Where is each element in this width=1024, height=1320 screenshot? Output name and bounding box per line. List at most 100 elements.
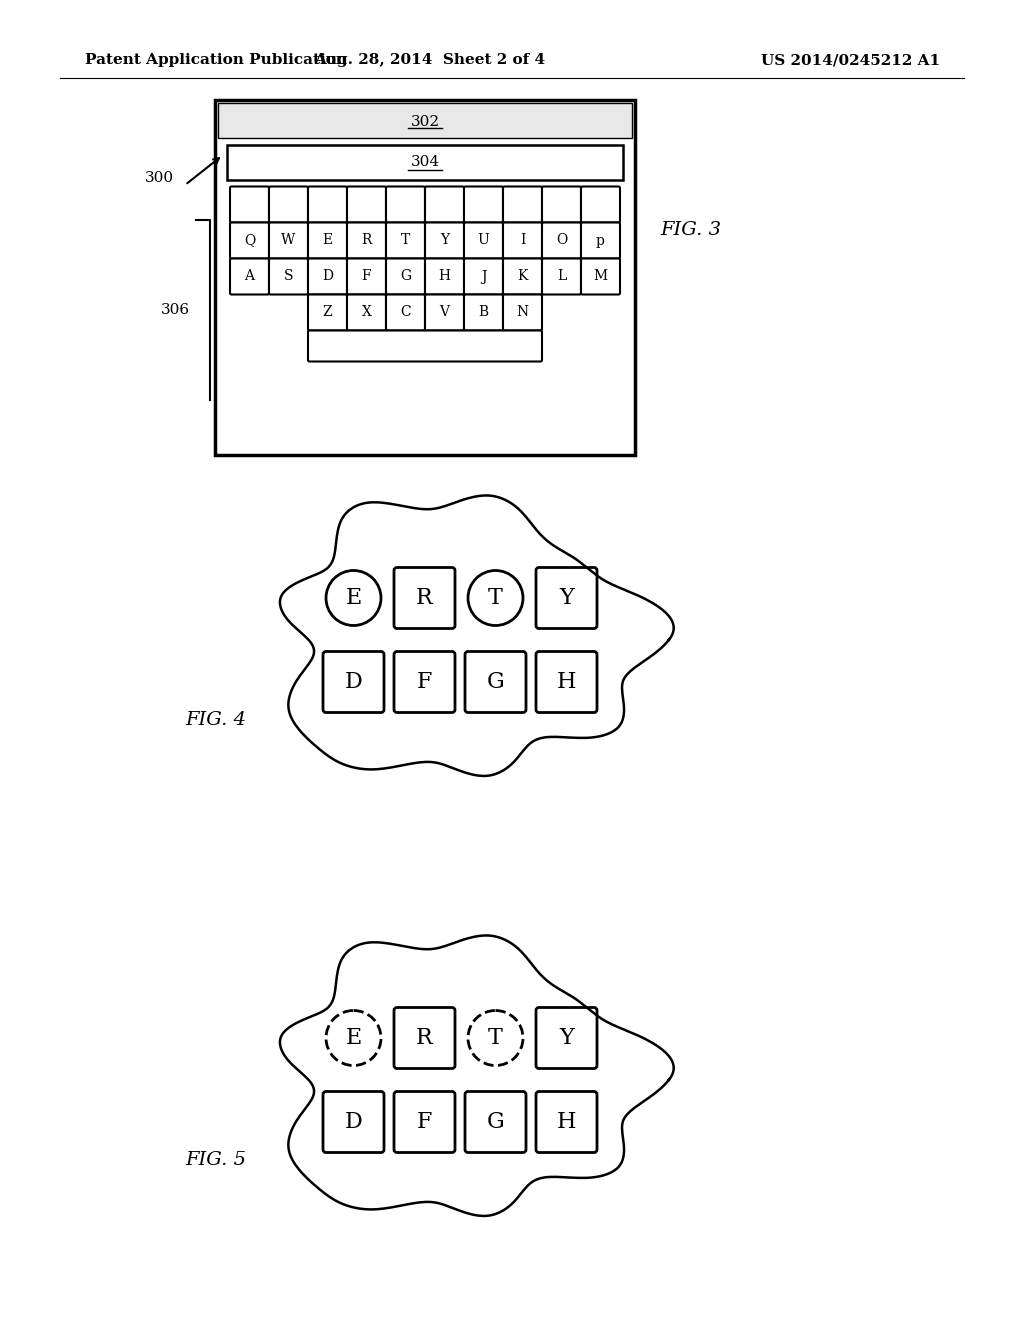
Text: E: E — [345, 1027, 361, 1049]
Text: FIG. 3: FIG. 3 — [660, 220, 721, 239]
Text: N: N — [516, 305, 528, 319]
FancyBboxPatch shape — [269, 223, 308, 259]
FancyBboxPatch shape — [536, 1007, 597, 1068]
FancyBboxPatch shape — [347, 186, 386, 223]
FancyBboxPatch shape — [394, 568, 455, 628]
Text: p: p — [596, 234, 605, 248]
FancyBboxPatch shape — [465, 1092, 526, 1152]
FancyBboxPatch shape — [347, 259, 386, 294]
FancyBboxPatch shape — [347, 294, 386, 330]
Text: D: D — [345, 671, 362, 693]
FancyBboxPatch shape — [230, 186, 269, 223]
Text: US 2014/0245212 A1: US 2014/0245212 A1 — [761, 53, 940, 67]
Text: G: G — [486, 1111, 505, 1133]
FancyBboxPatch shape — [425, 186, 464, 223]
Text: FIG. 4: FIG. 4 — [185, 711, 246, 729]
FancyBboxPatch shape — [503, 294, 542, 330]
FancyBboxPatch shape — [464, 223, 503, 259]
Text: R: R — [416, 587, 433, 609]
Text: A: A — [245, 269, 255, 284]
FancyBboxPatch shape — [536, 1092, 597, 1152]
Text: S: S — [284, 269, 293, 284]
FancyBboxPatch shape — [386, 259, 425, 294]
Text: Y: Y — [559, 1027, 573, 1049]
Text: U: U — [477, 234, 489, 248]
FancyBboxPatch shape — [347, 223, 386, 259]
Text: G: G — [400, 269, 411, 284]
Bar — [218, 103, 632, 139]
FancyBboxPatch shape — [386, 186, 425, 223]
FancyBboxPatch shape — [425, 259, 464, 294]
Ellipse shape — [468, 570, 523, 626]
Text: F: F — [361, 269, 372, 284]
FancyBboxPatch shape — [542, 186, 581, 223]
FancyBboxPatch shape — [464, 259, 503, 294]
FancyBboxPatch shape — [581, 186, 620, 223]
Text: J: J — [480, 269, 486, 284]
Text: L: L — [557, 269, 566, 284]
Text: D: D — [345, 1111, 362, 1133]
Text: X: X — [361, 305, 372, 319]
Text: 306: 306 — [161, 304, 190, 317]
FancyBboxPatch shape — [425, 294, 464, 330]
FancyBboxPatch shape — [308, 223, 347, 259]
Text: C: C — [400, 305, 411, 319]
FancyBboxPatch shape — [386, 223, 425, 259]
Text: E: E — [323, 234, 333, 248]
FancyBboxPatch shape — [394, 1092, 455, 1152]
FancyBboxPatch shape — [464, 294, 503, 330]
Text: D: D — [322, 269, 333, 284]
Text: R: R — [361, 234, 372, 248]
Text: T: T — [488, 1027, 503, 1049]
Text: 300: 300 — [145, 172, 174, 185]
Text: Patent Application Publication: Patent Application Publication — [85, 53, 347, 67]
Bar — [227, 145, 623, 180]
FancyBboxPatch shape — [542, 223, 581, 259]
FancyBboxPatch shape — [503, 223, 542, 259]
Text: I: I — [520, 234, 525, 248]
FancyBboxPatch shape — [536, 652, 597, 713]
Text: F: F — [417, 671, 432, 693]
Text: Aug. 28, 2014  Sheet 2 of 4: Aug. 28, 2014 Sheet 2 of 4 — [314, 53, 546, 67]
Text: H: H — [438, 269, 451, 284]
Ellipse shape — [468, 1011, 523, 1065]
Text: Q: Q — [244, 234, 255, 248]
Text: Z: Z — [323, 305, 333, 319]
Text: FIG. 5: FIG. 5 — [185, 1151, 246, 1170]
Text: G: G — [486, 671, 505, 693]
Text: R: R — [416, 1027, 433, 1049]
Text: B: B — [478, 305, 488, 319]
Text: E: E — [345, 587, 361, 609]
Text: T: T — [488, 587, 503, 609]
Text: 302: 302 — [411, 115, 439, 129]
Text: K: K — [517, 269, 527, 284]
FancyBboxPatch shape — [425, 223, 464, 259]
FancyBboxPatch shape — [503, 186, 542, 223]
Text: 304: 304 — [411, 156, 439, 169]
Text: V: V — [439, 305, 450, 319]
Ellipse shape — [326, 1011, 381, 1065]
FancyBboxPatch shape — [542, 259, 581, 294]
Text: M: M — [594, 269, 607, 284]
FancyBboxPatch shape — [464, 186, 503, 223]
Text: T: T — [400, 234, 411, 248]
Text: H: H — [557, 1111, 577, 1133]
FancyBboxPatch shape — [230, 259, 269, 294]
FancyBboxPatch shape — [394, 652, 455, 713]
FancyBboxPatch shape — [308, 294, 347, 330]
Text: Y: Y — [440, 234, 450, 248]
FancyBboxPatch shape — [323, 1092, 384, 1152]
FancyBboxPatch shape — [536, 568, 597, 628]
FancyBboxPatch shape — [308, 259, 347, 294]
FancyBboxPatch shape — [581, 223, 620, 259]
FancyBboxPatch shape — [323, 652, 384, 713]
Text: W: W — [282, 234, 296, 248]
Ellipse shape — [326, 570, 381, 626]
FancyBboxPatch shape — [230, 223, 269, 259]
FancyBboxPatch shape — [465, 652, 526, 713]
Bar — [215, 100, 635, 455]
Text: F: F — [417, 1111, 432, 1133]
FancyBboxPatch shape — [308, 330, 542, 362]
Text: H: H — [557, 671, 577, 693]
FancyBboxPatch shape — [394, 1007, 455, 1068]
